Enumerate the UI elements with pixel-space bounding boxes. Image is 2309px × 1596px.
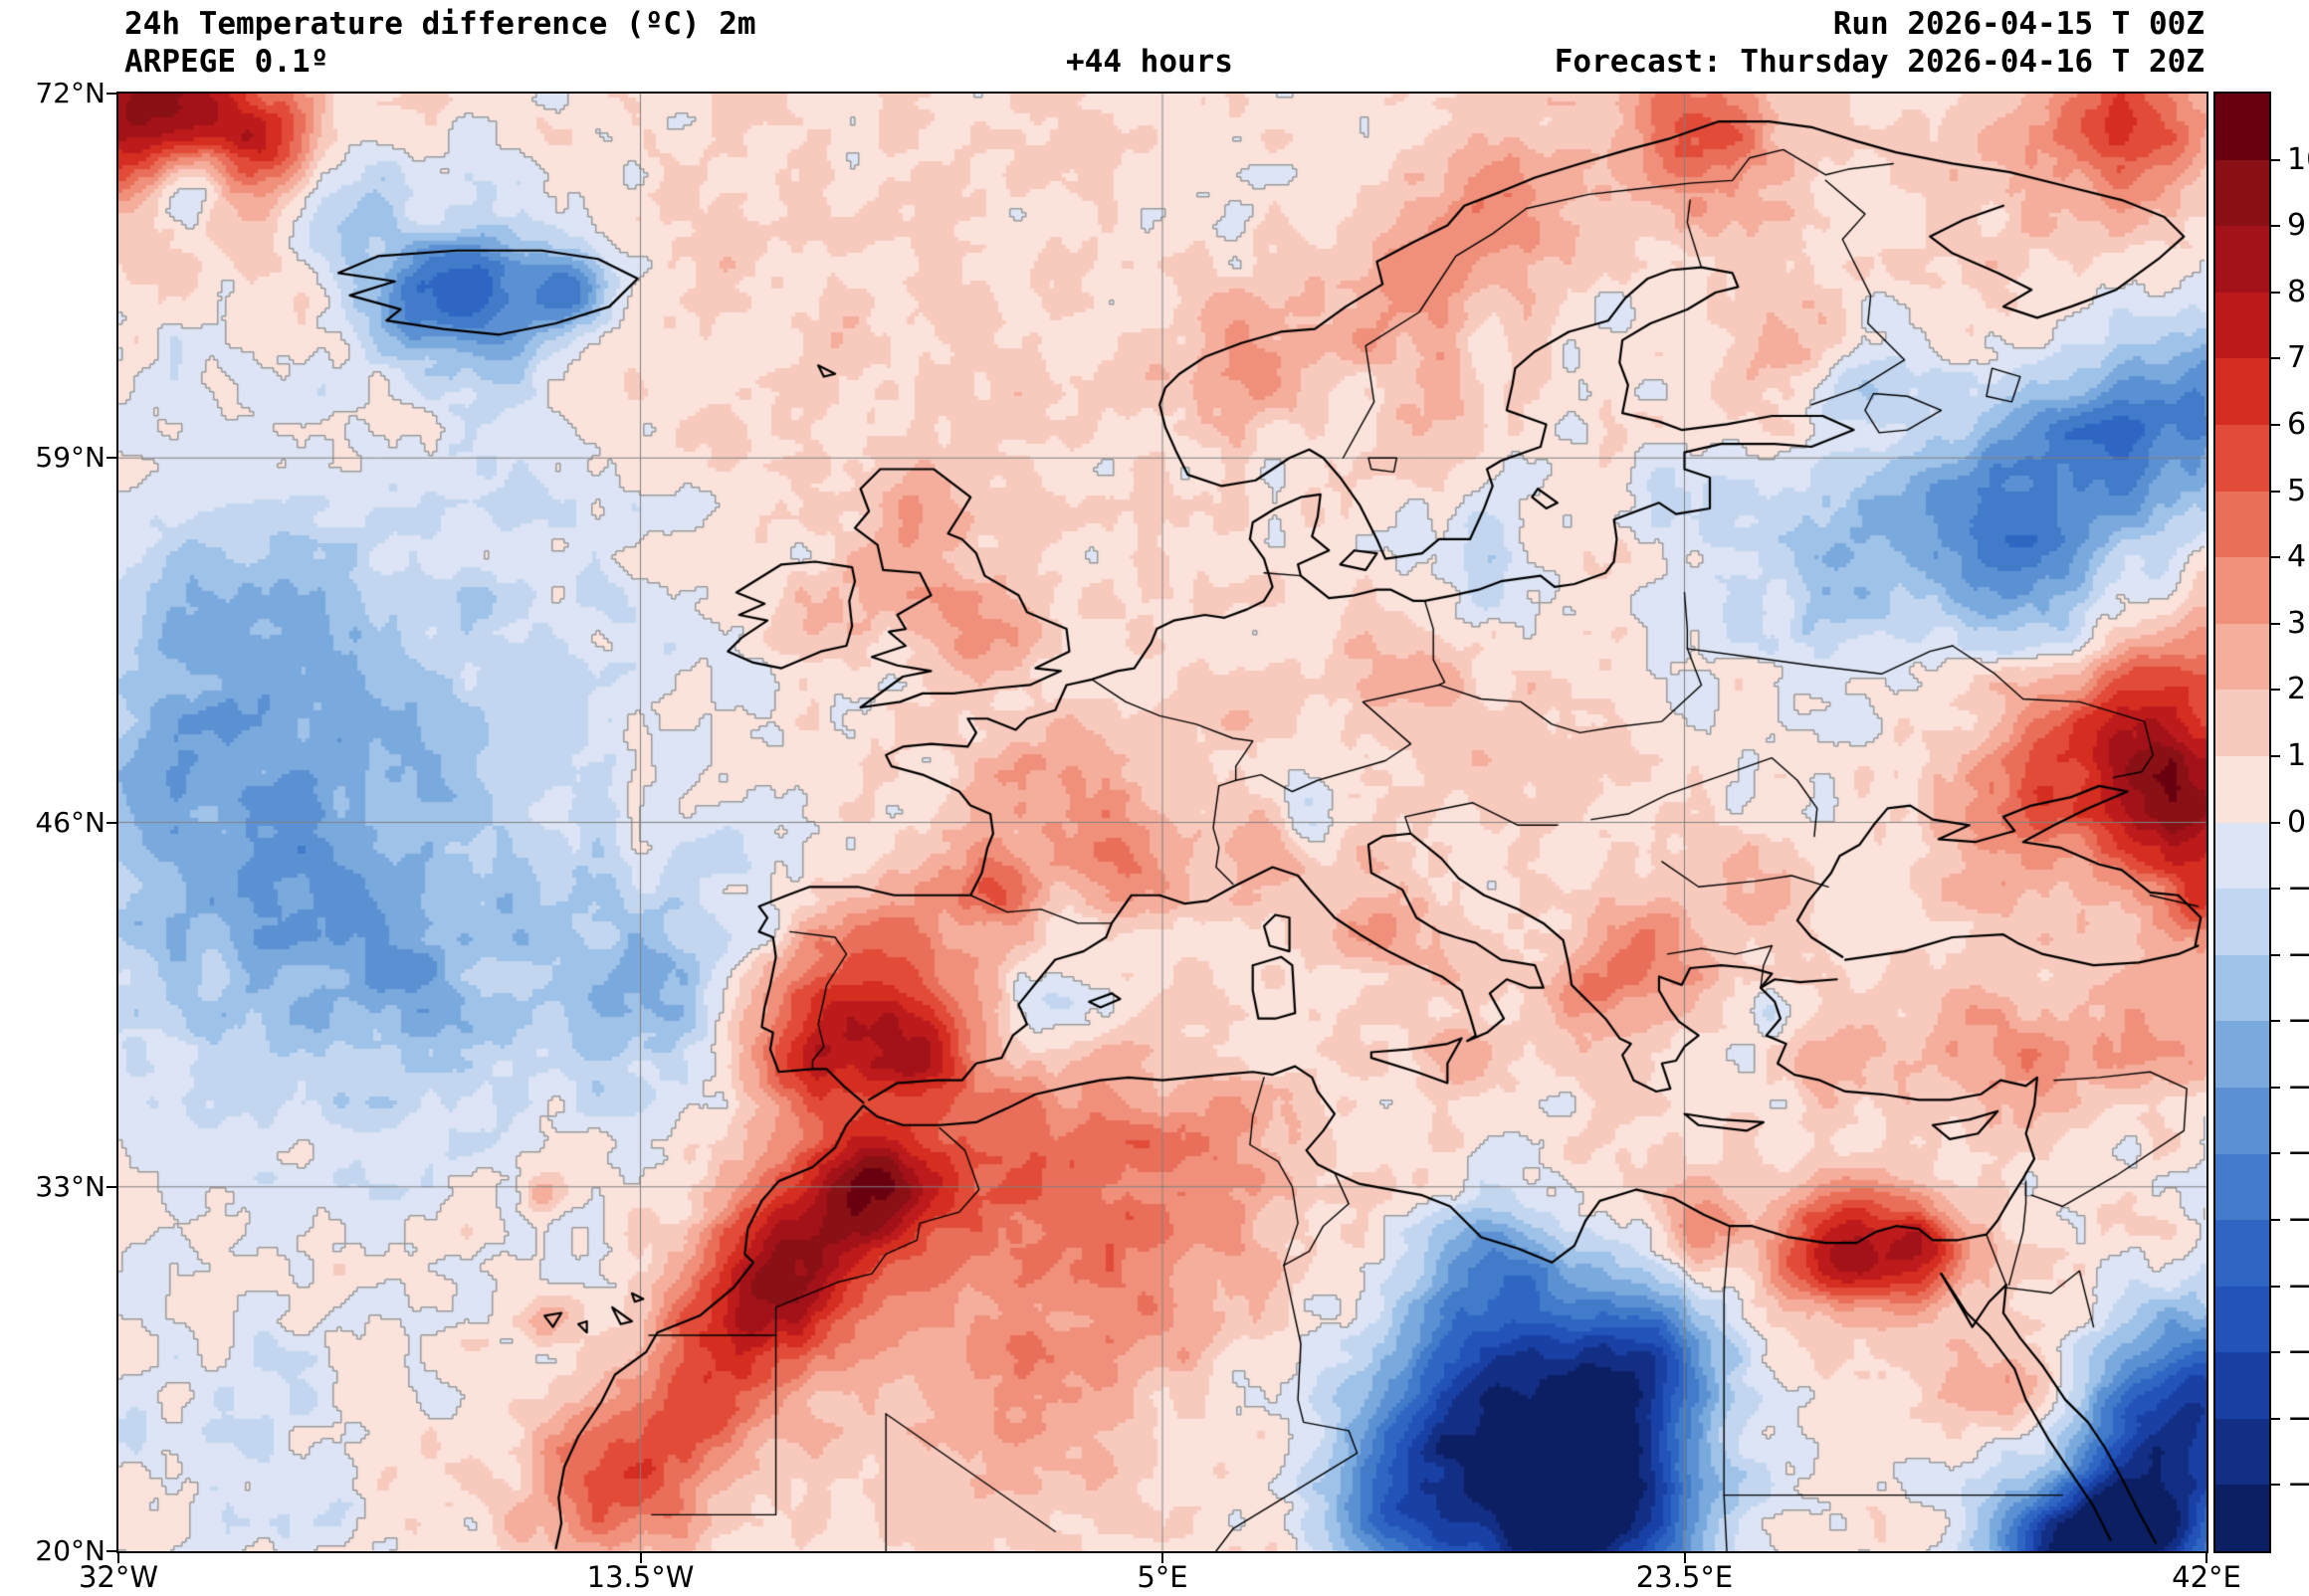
lead-time-label: +44 hours [1066,44,1233,80]
colorbar-tick-label: −9 [2287,1400,2309,1436]
lat-tick-label: 72°N [35,77,105,109]
lon-tick-mark [117,1553,119,1563]
lon-tick-label: 32°W [78,1560,159,1594]
lon-tick-mark [2205,1553,2207,1563]
colorbar-band [2215,491,2269,558]
colorbar-tick-mark [2271,1086,2280,1089]
run-label: Run 2026-04-15 T 00Z [1832,6,2204,42]
colorbar-band [2215,1286,2269,1353]
colorbar-band [2215,954,2269,1022]
colorbar-tick-label: 8 [2287,274,2307,309]
colorbar-tick-label: −3 [2287,1003,2309,1039]
colorbar-tick-mark [2271,1152,2280,1155]
colorbar-tick-mark [2271,888,2280,891]
colorbar-band [2215,1220,2269,1287]
colorbar-tick-mark [2271,1285,2280,1288]
colorbar-tick-label: 3 [2287,605,2307,641]
colorbar-tick-label: −10 [2287,1467,2309,1502]
colorbar-tick-mark [2271,357,2280,360]
colorbar-tick-label: −5 [2287,1135,2309,1171]
colorbar-band [2215,690,2269,756]
lon-tick-mark [639,1553,642,1563]
colorbar-tick-label: −7 [2287,1268,2309,1303]
colorbar-tick-mark [2271,953,2280,956]
temperature-difference-map-canvas [118,94,2206,1551]
lat-tick-mark [106,457,116,460]
lat-tick-mark [106,821,116,824]
lat-tick-label: 46°N [35,805,105,839]
model-label: ARPEGE 0.1º [124,44,329,80]
colorbar-tick-label: 5 [2287,473,2307,508]
colorbar-tick-label: −1 [2287,871,2309,906]
lon-tick-label: 5°E [1137,1560,1188,1594]
colorbar-tick-label: 4 [2287,539,2307,575]
colorbar-tick-mark [2271,1219,2280,1222]
colorbar-band [2215,755,2269,823]
colorbar-tick-mark [2271,622,2280,625]
colorbar-band [2215,424,2269,492]
lon-tick-label: 23.5°E [1635,1560,1734,1594]
colorbar-tick-label: −2 [2287,936,2309,972]
colorbar-tick-mark [2271,754,2280,757]
colorbar-tick-label: 6 [2287,406,2307,442]
colorbar-tick-mark [2271,291,2280,294]
lat-tick-mark [106,93,116,95]
colorbar-tick-mark [2271,225,2280,228]
colorbar-tick-mark [2271,423,2280,426]
colorbar-tick-label: 9 [2287,208,2307,244]
colorbar-band [2215,889,2269,955]
colorbar-band [2215,1021,2269,1088]
lat-tick-mark [106,1550,116,1552]
page-title: 24h Temperature difference (ºC) 2m [124,6,756,42]
colorbar-tick-mark [2271,556,2280,559]
colorbar-band [2215,94,2269,160]
colorbar-band [2215,358,2269,425]
lat-tick-label: 33°N [35,1169,105,1203]
colorbar-band [2215,1352,2269,1419]
forecast-label: Forecast: Thursday 2026-04-16 T 20Z [1554,44,2204,80]
colorbar-tick-label: −8 [2287,1334,2309,1370]
colorbar-tick-label: 0 [2287,804,2307,840]
lat-tick-label: 59°N [35,441,105,475]
lon-tick-mark [1683,1553,1686,1563]
colorbar-tick-mark [2271,158,2280,161]
colorbar-tick-label: 2 [2287,672,2307,707]
colorbar-band [2215,159,2269,227]
colorbar-band [2215,1418,2269,1486]
lat-tick-label: 20°N [35,1534,105,1567]
colorbar-band [2215,1485,2269,1552]
colorbar-band [2215,1087,2269,1154]
lon-tick-label: 13.5°W [586,1560,695,1594]
colorbar-band [2215,226,2269,293]
lon-tick-mark [1161,1553,1163,1563]
colorbar-tick-mark [2271,490,2280,493]
colorbar-tick-label: −4 [2287,1069,2309,1104]
colorbar-tick-label: 7 [2287,340,2307,376]
colorbar-tick-mark [2271,1351,2280,1354]
map-plot-area [116,92,2208,1553]
colorbar-band [2215,557,2269,624]
colorbar [2213,92,2271,1553]
colorbar-tick-mark [2271,821,2280,824]
lat-tick-mark [106,1185,116,1188]
colorbar-tick-mark [2271,1020,2280,1023]
colorbar-tick-mark [2271,1484,2280,1487]
colorbar-tick-label: −6 [2287,1202,2309,1238]
colorbar-band [2215,292,2269,359]
colorbar-band [2215,623,2269,691]
colorbar-tick-mark [2271,1417,2280,1420]
colorbar-band [2215,822,2269,890]
colorbar-tick-mark [2271,689,2280,692]
lon-tick-label: 42°E [2172,1560,2241,1594]
colorbar-band [2215,1153,2269,1221]
colorbar-tick-label: 10 [2287,141,2309,177]
colorbar-tick-label: 1 [2287,737,2307,773]
